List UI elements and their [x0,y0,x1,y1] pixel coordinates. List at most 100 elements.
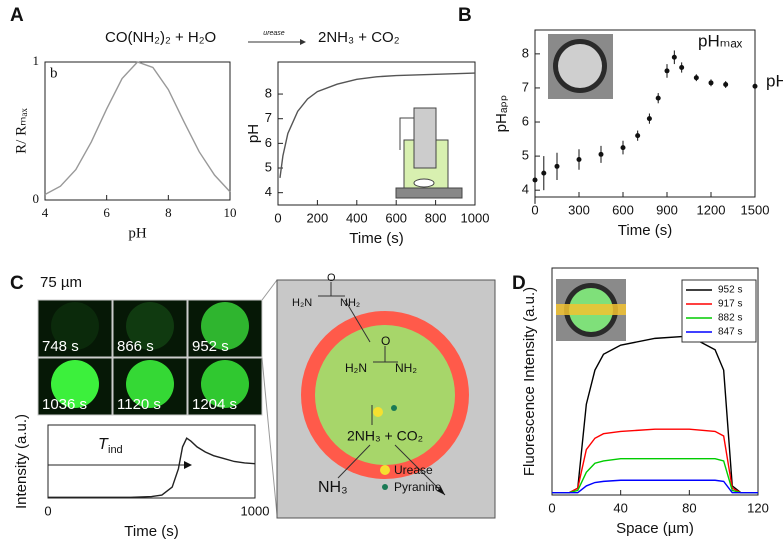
chart: 0 40 80 120 Space (µm) Fluorescence Intensity… [521,267,769,537]
annotation: b [50,65,58,81]
data-point [635,133,641,139]
y-tick-label: 8 [265,85,272,100]
arrow [344,299,371,343]
y-axis-label: pH [245,124,262,143]
droplet [201,302,249,350]
annotation: ind [108,444,123,456]
x-axis-label: Time (s) [124,523,178,540]
y-axis-label: R/ Rₘₐₓ [13,107,29,153]
droplet-inset [548,34,613,99]
data-point [679,64,685,70]
equation-left: CO(NH₂)₂ + H₂O [105,29,216,46]
data-line [279,72,476,178]
plot-frame [277,61,476,206]
chart: 0 1000 Time (s) Intensity (a.u.) [13,414,269,540]
x-tick-label: 0 [548,500,555,515]
time-label: 952 s [192,338,229,355]
data-line [552,335,758,494]
x-tick-label: 400 [346,210,368,225]
y-tick-label: 7 [265,110,272,125]
data-point [723,82,729,88]
time-label: 1036 s [42,396,87,413]
y-tick-label: 6 [265,135,272,150]
data-line [552,479,758,494]
x-axis-label: Space (µm) [616,520,694,537]
droplet [51,360,99,408]
y-tick-label: 0 [33,191,40,206]
x-tick-label: 10 [224,205,237,220]
y-tick-label: 7 [522,79,529,94]
plot-frame [551,267,759,496]
y-axis-label: Intensity (a.u.) [13,414,30,509]
legend-label: Pyranine [394,480,442,494]
molecule-label: O [327,272,336,284]
micrograph-grid: 748 s 866 s 952 s 1036 s 1120 s 1204 s [37,299,263,416]
plot-frame [534,29,756,198]
time-label: 748 s [42,338,79,355]
data-point [708,80,714,86]
legend-label: 917 s [718,299,742,310]
legend-label: 847 s [718,327,742,338]
arrow-head [300,39,306,45]
x-tick-label: 600 [385,210,407,225]
x-tick-label: 0 [531,202,538,217]
x-tick-label: 40 [613,500,627,515]
droplet [126,302,174,350]
arrow-head [437,487,445,495]
data-point [554,163,560,169]
x-tick-label: 200 [307,210,329,225]
x-axis-label: Time (s) [349,230,403,247]
molecule-label: NH₂ [340,297,360,309]
data-point [541,170,547,176]
x-tick-label: 0 [44,503,51,518]
x-tick-label: 300 [568,202,590,217]
x-tick-label: 4 [42,205,49,220]
molecule-label: H₂N [345,361,367,375]
x-tick-label: 800 [425,210,447,225]
equation-right: 2NH₃ + CO₂ [318,29,400,46]
annotation: pHₘₐₓ [698,31,743,50]
urease-icon [373,407,383,417]
arrow-head [184,461,192,469]
x-axis-label: pH [128,225,147,241]
x-tick-label: 600 [612,202,634,217]
y-tick-label: 4 [265,184,272,199]
data-point [646,116,652,122]
panel-label: C [10,273,24,294]
x-tick-label: 8 [165,205,172,220]
data-point [532,177,538,183]
droplet [126,360,174,408]
panel-label: D [512,273,526,294]
x-tick-label: 80 [682,500,696,515]
data-point [620,145,626,151]
scale-bar-label: 75 µm [40,274,82,291]
data-point [576,157,582,163]
droplet [51,302,99,350]
y-tick-label: 5 [265,159,272,174]
pyranine-icon [391,405,397,411]
y-tick-label: 1 [33,53,40,68]
arrow [337,444,371,479]
y-tick-label: 5 [522,148,529,163]
chart: 0 300 600 900 1200 1500 4 5 6 7 8 Time (s) pHₐₚₚ [493,29,770,239]
molecule-label: O [381,334,390,348]
annotation: pH [766,71,783,90]
x-tick-label: 1200 [697,202,726,217]
data-point [598,151,604,157]
panel-label: B [458,5,472,26]
products-label: 2NH₃ + CO₂ [347,428,423,444]
panel-label: A [10,5,24,26]
x-tick-label: 1500 [741,202,770,217]
plot-frame [44,61,231,201]
time-label: 1120 s [117,396,161,413]
time-label: 1204 s [192,396,237,413]
x-tick-label: 900 [656,202,678,217]
arrow-label: urease [263,30,285,37]
droplet-inset [556,279,626,341]
y-tick-label: 4 [522,182,529,197]
y-axis-label: pHₐₚₚ [493,95,510,133]
data-line [44,61,231,196]
legend-label: Urease [394,463,433,477]
x-tick-label: 6 [103,205,110,220]
